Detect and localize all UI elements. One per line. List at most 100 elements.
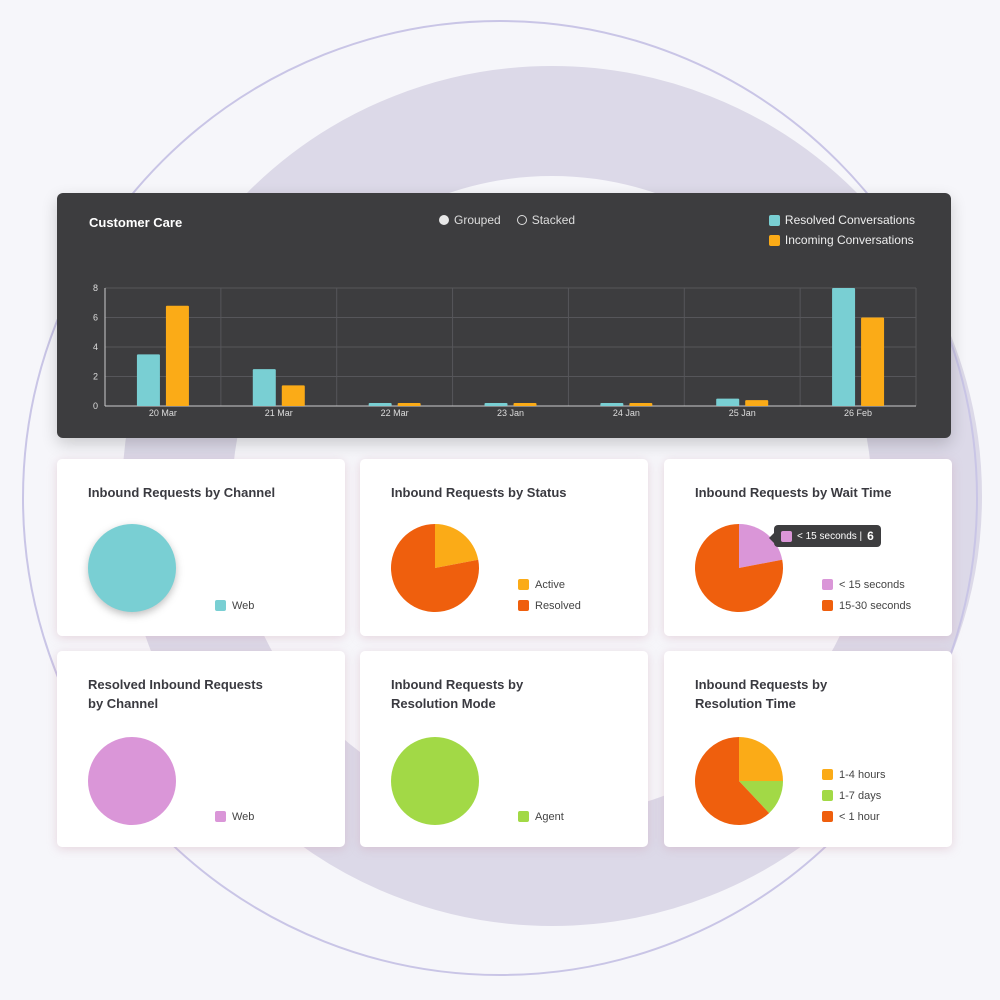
- pie-chart: [88, 524, 176, 612]
- pie-tooltip: < 15 seconds | 6: [769, 525, 881, 547]
- legend-swatch: [518, 579, 529, 590]
- x-tick-label: 26 Feb: [844, 408, 872, 418]
- chart-card: Resolved Inbound Requests by Channel Web: [57, 651, 345, 847]
- legend-swatch: [768, 214, 780, 226]
- pie-slice[interactable]: [88, 737, 176, 825]
- radio-selected-icon: [439, 215, 449, 225]
- legend-label: Web: [232, 810, 255, 823]
- background-circle: [22, 20, 978, 976]
- legend-label: < 1 hour: [839, 810, 880, 823]
- grouped-radio[interactable]: Grouped: [439, 213, 501, 227]
- legend-item[interactable]: 15-30 seconds: [822, 595, 911, 616]
- bar-chart: 0 2 4 6 8 20 Mar 21 Mar 22 Mar 23 Jan 24 Jan 25 Ja…: [93, 283, 917, 418]
- bar-resolved[interactable]: [368, 403, 392, 406]
- legend-item[interactable]: < 15 seconds: [822, 574, 911, 595]
- legend-label: Incoming Conversations: [784, 233, 914, 247]
- panel-title: Customer Care: [89, 215, 183, 230]
- legend-swatch: [822, 790, 833, 801]
- chart-card: Inbound Requests by Resolution Time 1-4 h…: [664, 651, 952, 847]
- stacked-label: Stacked: [531, 213, 576, 227]
- bar-resolved[interactable]: [716, 398, 740, 406]
- bar-incoming[interactable]: [397, 403, 421, 406]
- legend-label: 1-7 days: [839, 789, 882, 802]
- legend-item[interactable]: 1-4 hours: [822, 764, 885, 785]
- legend-label: Active: [535, 578, 565, 591]
- card-title: Resolved Inbound Requests by Channel: [88, 677, 263, 711]
- legend-item[interactable]: Active: [518, 574, 581, 595]
- pie-slice[interactable]: [88, 524, 176, 612]
- tooltip-swatch: [781, 530, 792, 542]
- bar-incoming[interactable]: [861, 317, 885, 407]
- y-tick-label: 8: [93, 283, 98, 293]
- legend-item-incoming[interactable]: Incoming Conversations: [768, 233, 915, 247]
- customer-care-panel: Customer Care Grouped Stacked Resolved C…: [57, 193, 951, 438]
- y-tick-label: 2: [93, 372, 98, 382]
- legend-swatch: [822, 579, 833, 590]
- y-tick-label: 4: [93, 342, 98, 352]
- radio-unselected-icon: [516, 215, 527, 225]
- pie-chart: [391, 737, 479, 825]
- bar-resolved[interactable]: [832, 288, 856, 406]
- bar-resolved[interactable]: [136, 354, 160, 406]
- chart-card: Inbound Requests by Resolution Mode Agent: [360, 651, 648, 847]
- x-tick-label: 22 Mar: [381, 408, 409, 418]
- pie-slice[interactable]: [391, 524, 479, 612]
- card-title: Inbound Requests by Status: [391, 485, 567, 500]
- x-tick-label: 24 Jan: [613, 408, 640, 418]
- chart-legend: Resolved Conversations Incoming Conversa…: [768, 213, 915, 253]
- pie-slice[interactable]: [739, 781, 783, 814]
- chart-card: Inbound Requests by Status Active Resolved: [360, 459, 648, 636]
- chart-card: Inbound Requests by Wait Time < 15 second…: [664, 459, 952, 636]
- legend-item[interactable]: < 1 hour: [822, 806, 885, 827]
- pie-legend: 1-4 hours 1-7 days < 1 hour: [822, 764, 885, 827]
- pie-chart: [695, 524, 783, 612]
- legend-item[interactable]: Agent: [518, 806, 564, 827]
- stacked-radio[interactable]: Stacked: [516, 213, 576, 227]
- legend-label: Resolved: [535, 599, 581, 612]
- pie-chart: [88, 737, 176, 825]
- legend-swatch: [518, 811, 529, 822]
- pie-legend: Web: [215, 595, 254, 616]
- legend-swatch: [215, 600, 226, 611]
- bar-incoming[interactable]: [745, 400, 769, 406]
- bar-incoming[interactable]: [165, 305, 189, 406]
- x-tick-label: 25 Jan: [729, 408, 756, 418]
- bar-incoming[interactable]: [513, 403, 537, 406]
- pie-slice[interactable]: [391, 737, 479, 825]
- x-tick-label: 20 Mar: [149, 408, 177, 418]
- legend-swatch: [822, 769, 833, 780]
- legend-item[interactable]: 1-7 days: [822, 785, 885, 806]
- pie-slice[interactable]: [695, 524, 783, 612]
- legend-item[interactable]: Web: [215, 806, 254, 827]
- legend-label: 1-4 hours: [839, 768, 886, 781]
- legend-item[interactable]: Resolved: [518, 595, 581, 616]
- pie-slice[interactable]: [435, 524, 479, 568]
- x-tick-label: 21 Mar: [265, 408, 293, 418]
- bar-resolved[interactable]: [252, 369, 276, 406]
- pie-slice[interactable]: [739, 524, 783, 568]
- bar-incoming[interactable]: [281, 385, 305, 406]
- card-title: Inbound Requests by Wait Time: [695, 485, 892, 500]
- pie-legend: Active Resolved: [518, 574, 581, 616]
- card-title: Inbound Requests by Channel: [88, 485, 276, 500]
- legend-label: Agent: [535, 810, 564, 823]
- x-tick-label: 23 Jan: [497, 408, 524, 418]
- legend-item[interactable]: Web: [215, 595, 254, 616]
- card-title: Inbound Requests by Resolution Time: [695, 677, 828, 711]
- bar-resolved[interactable]: [484, 403, 508, 406]
- legend-swatch: [822, 811, 833, 822]
- tooltip-label: < 15 seconds |: [797, 530, 863, 542]
- pie-chart: [695, 737, 783, 825]
- bar-incoming[interactable]: [629, 403, 653, 406]
- legend-label: Resolved Conversations: [784, 213, 915, 227]
- pie-slice[interactable]: [739, 737, 783, 781]
- pie-legend: Agent: [518, 806, 564, 827]
- legend-label: Web: [232, 599, 255, 612]
- tooltip-value: 6: [867, 529, 874, 543]
- legend-swatch: [822, 600, 833, 611]
- legend-item-resolved[interactable]: Resolved Conversations: [768, 213, 915, 227]
- pie-legend: Web: [215, 806, 254, 827]
- bar-resolved[interactable]: [600, 403, 624, 406]
- pie-slice[interactable]: [695, 737, 770, 825]
- legend-swatch: [215, 811, 226, 822]
